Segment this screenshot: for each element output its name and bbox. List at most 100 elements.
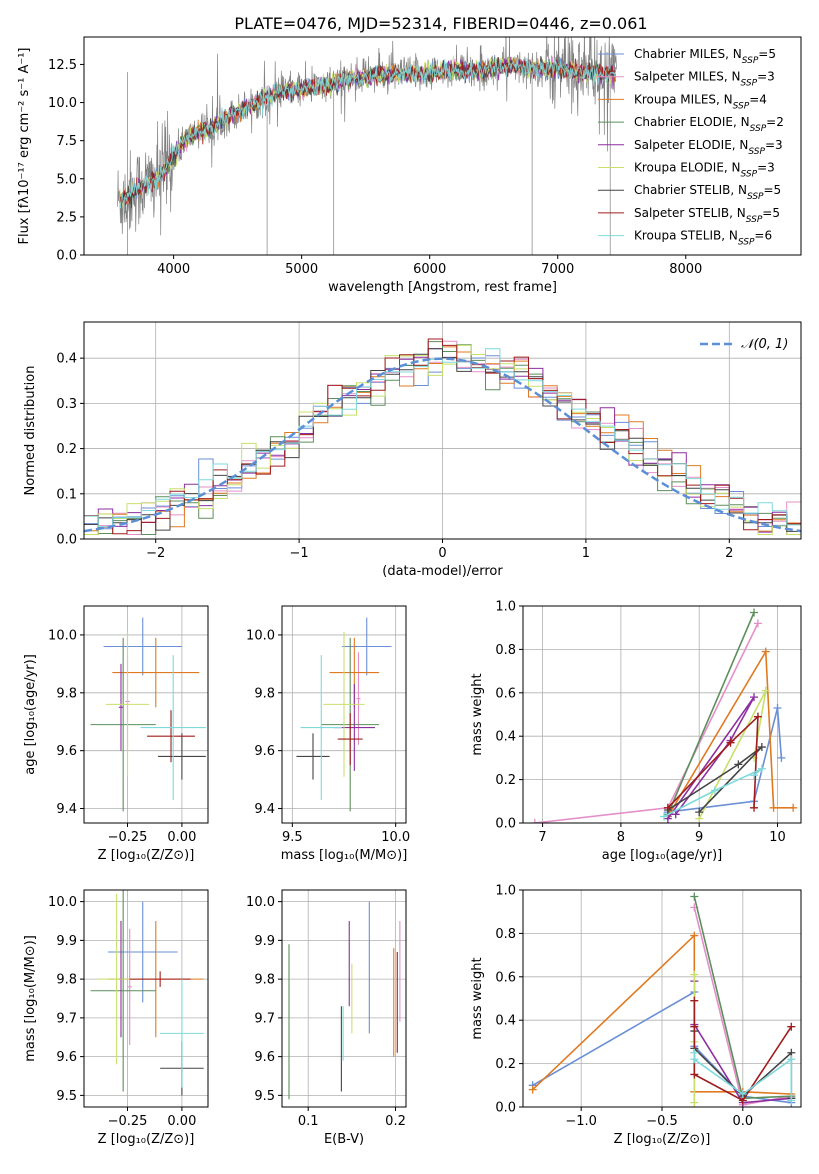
x-tick-label: 0.00 bbox=[167, 830, 196, 845]
y-tick-label: 0.0 bbox=[56, 249, 77, 264]
y-tick-label: 0.8 bbox=[495, 927, 516, 942]
x-axis-label: (data-model)/error bbox=[382, 564, 503, 579]
errorbar-point bbox=[90, 637, 156, 812]
plus-marker bbox=[726, 738, 735, 747]
panel-age-vs-Z: −0.25 0.00 9.4 9.6 9.8 10.0 Z [log₁₀(Z/Z⊙)] age… bbox=[23, 605, 209, 863]
x-tick-label: 8000 bbox=[669, 262, 702, 277]
legend-entry: Chabrier ELODIE, NSSP=2 bbox=[634, 115, 784, 134]
errorbar-point bbox=[103, 617, 182, 676]
x-tick-label: 7000 bbox=[541, 262, 574, 277]
y-tick-label: 5.0 bbox=[56, 172, 77, 187]
errorbar-point bbox=[356, 652, 361, 745]
x-axis-label: E(B-V) bbox=[324, 1132, 364, 1147]
plot-area bbox=[90, 890, 204, 1096]
x-tick-label: 0.2 bbox=[385, 1114, 406, 1129]
y-tick-label: 9.6 bbox=[254, 1050, 275, 1065]
y-tick-label: 9.9 bbox=[254, 934, 275, 949]
legend-entry: Kroupa ELODIE, NSSP=3 bbox=[634, 161, 775, 180]
y-tick-label: 0.4 bbox=[495, 1014, 516, 1029]
legend-entry: 𝒩(0, 1) bbox=[741, 337, 788, 352]
plus-marker bbox=[789, 803, 798, 812]
panel-mass-weight-vs-Z: −1.0 −0.5 0.0 0.0 0.2 0.4 0.6 0.8 1.0 Z [log₁₀(Z/… bbox=[470, 884, 802, 1147]
plus-marker bbox=[787, 1096, 796, 1105]
x-tick-label: −0.25 bbox=[108, 830, 148, 845]
y-axis-label: Flux [fλ10⁻¹⁷ erg cm⁻² s⁻¹ A⁻¹] bbox=[17, 48, 32, 245]
legend-entry: Salpeter ELODIE, NSSP=3 bbox=[634, 138, 783, 157]
plot-area bbox=[296, 617, 392, 812]
legend-entry: Kroupa STELIB, NSSP=6 bbox=[634, 229, 772, 248]
axes-frame bbox=[281, 605, 407, 824]
plus-marker bbox=[769, 803, 778, 812]
y-tick-label: 9.6 bbox=[56, 1050, 77, 1065]
legend: Chabrier MILES, NSSP=5 Salpeter MILES, NS… bbox=[598, 47, 784, 248]
plus-marker bbox=[710, 786, 719, 795]
plus-marker bbox=[690, 1055, 699, 1064]
y-tick-label: 0.6 bbox=[495, 686, 516, 701]
x-tick-label: 7 bbox=[538, 830, 546, 845]
errorbar-point bbox=[157, 733, 206, 780]
legend-entry: Chabrier MILES, NSSP=5 bbox=[634, 47, 776, 66]
plus-marker bbox=[530, 819, 539, 823]
x-tick-label: 0.00 bbox=[167, 1114, 196, 1129]
panel-spectrum: 4000 5000 6000 7000 8000 0.0 2.5 5.0 7.5 10.0 12.5… bbox=[17, 36, 802, 295]
errorbar-point bbox=[112, 637, 200, 708]
x-tick-label: 10.0 bbox=[381, 830, 410, 845]
x-tick-label: 10 bbox=[769, 830, 786, 845]
y-tick-label: 9.6 bbox=[254, 744, 275, 759]
errorbar-point bbox=[118, 663, 124, 751]
plus-marker bbox=[690, 931, 699, 940]
spectrum-model-line bbox=[119, 57, 616, 212]
plot-area bbox=[84, 338, 801, 539]
plus-marker bbox=[753, 712, 762, 721]
errorbar-point bbox=[296, 733, 330, 780]
y-tick-label: 0.2 bbox=[495, 1057, 516, 1072]
mass-weight-line bbox=[667, 714, 759, 809]
plus-marker bbox=[757, 743, 766, 752]
plus-marker bbox=[690, 892, 699, 901]
plus-marker bbox=[761, 647, 770, 656]
figure-title: PLATE=0476, MJD=52314, FIBERID=0446, z=0… bbox=[234, 14, 647, 33]
y-tick-label: 0.6 bbox=[495, 970, 516, 985]
y-tick-label: 9.8 bbox=[254, 686, 275, 701]
plus-marker bbox=[528, 1085, 537, 1094]
x-axis-label: Z [log₁₀(Z/Z⊙)] bbox=[98, 1132, 195, 1147]
y-axis-label: mass weight bbox=[470, 673, 485, 755]
y-tick-label: 9.5 bbox=[56, 1089, 77, 1104]
x-axis-label: Z [log₁₀(Z/Z⊙)] bbox=[98, 848, 195, 863]
y-tick-label: 10.0 bbox=[246, 628, 275, 643]
y-axis-label: age [log₁₀(age/yr)] bbox=[23, 654, 38, 775]
y-tick-label: 9.8 bbox=[56, 686, 77, 701]
plus-marker bbox=[738, 1089, 747, 1098]
plus-marker bbox=[750, 608, 759, 617]
panel-mass-vs-Z: −0.25 0.00 9.5 9.6 9.7 9.8 9.9 10.0 Z [log₁₀(Z/Z… bbox=[23, 889, 209, 1147]
y-tick-label: 9.4 bbox=[56, 802, 77, 817]
axes-frame bbox=[83, 889, 209, 1108]
errorbar-point bbox=[140, 655, 206, 800]
y-tick-label: 9.8 bbox=[254, 973, 275, 988]
x-tick-label: 6000 bbox=[413, 262, 446, 277]
y-tick-label: 9.9 bbox=[56, 934, 77, 949]
plus-marker bbox=[750, 693, 759, 702]
plus-marker bbox=[690, 1098, 699, 1107]
legend-entry: Kroupa MILES, NSSP=4 bbox=[634, 92, 767, 111]
y-tick-label: 7.5 bbox=[56, 134, 77, 149]
plus-marker bbox=[690, 970, 699, 979]
panel-mass-weight-vs-age: 7 8 9 10 0.0 0.2 0.4 0.6 0.8 1.0 age [log₁₀(age/yr… bbox=[470, 600, 802, 863]
plus-marker bbox=[777, 753, 786, 762]
y-tick-label: 9.8 bbox=[56, 973, 77, 988]
y-axis-label: mass weight bbox=[470, 957, 485, 1039]
y-tick-label: 0.4 bbox=[56, 352, 77, 367]
y-tick-label: 0.1 bbox=[56, 487, 77, 502]
gaussian-curve bbox=[84, 357, 801, 533]
y-tick-label: 10.0 bbox=[48, 895, 77, 910]
plot-area bbox=[90, 617, 206, 812]
y-tick-label: 10.0 bbox=[246, 895, 275, 910]
x-tick-label: 8 bbox=[617, 830, 625, 845]
axes-frame bbox=[83, 605, 209, 824]
y-tick-label: 10.0 bbox=[48, 96, 77, 111]
errorbar-point bbox=[300, 655, 342, 800]
panel-residuals: −2 −1 0 1 2 0.0 0.1 0.2 0.3 0.4 (data-model)/error… bbox=[23, 321, 802, 579]
y-tick-label: 0.3 bbox=[56, 397, 77, 412]
x-axis-label: mass [log₁₀(M/M⊙)] bbox=[281, 848, 408, 863]
errorbar-point bbox=[341, 617, 392, 676]
